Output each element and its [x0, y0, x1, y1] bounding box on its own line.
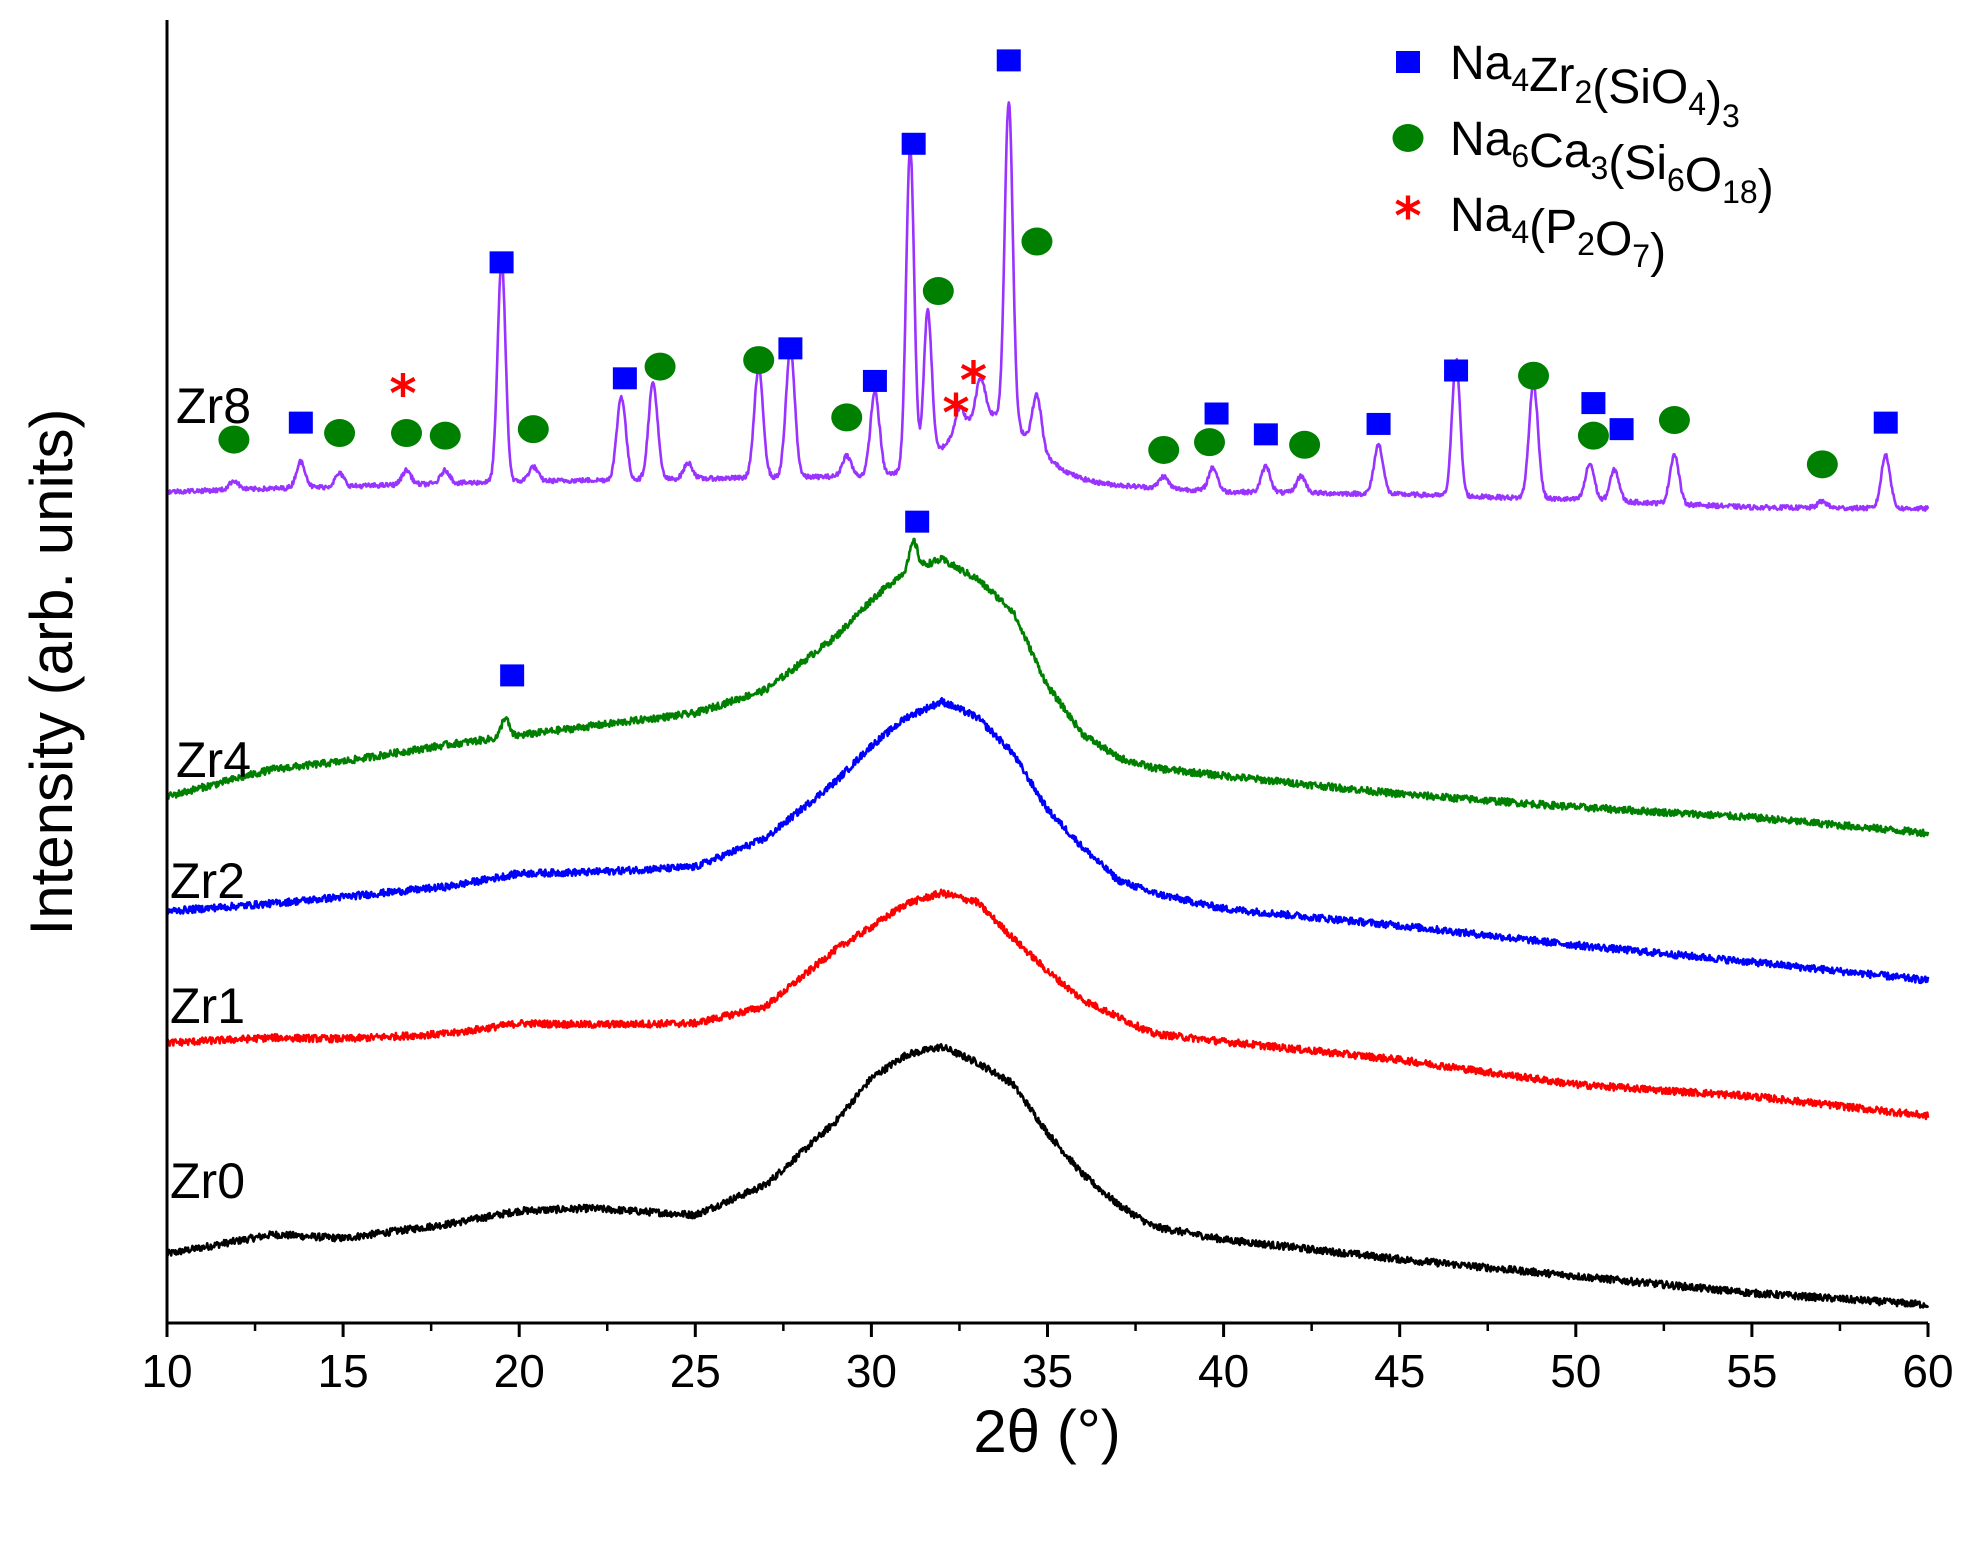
- na4zr2sio43-marker: [288, 411, 313, 434]
- na4zr2sio43-marker: [1873, 411, 1898, 434]
- na6ca3si6o18-marker: [1518, 361, 1550, 390]
- series-line-zr0: [165, 1043, 1930, 1309]
- na4zr2sio43-marker: [500, 664, 525, 687]
- na4zr2sio43-marker: [1609, 418, 1634, 441]
- series-line-zr4: [165, 537, 1930, 838]
- legend-marker-1: [1396, 51, 1420, 73]
- legend-marker-2: [1392, 124, 1424, 152]
- na4zr2sio43-marker: [901, 132, 926, 155]
- na6ca3si6o18-marker: [1289, 430, 1321, 459]
- na4zr2sio43-marker: [1581, 392, 1606, 415]
- na6ca3si6o18-marker: [1806, 450, 1838, 479]
- na6ca3si6o18-marker: [831, 403, 863, 432]
- x-tick-label: 40: [1198, 1345, 1249, 1397]
- na4zr2sio43-marker: [1253, 423, 1278, 446]
- series-layer: [165, 101, 1930, 1309]
- na6ca3si6o18-marker: [922, 277, 954, 306]
- legend-label-3: Na4(P2O7): [1450, 189, 1666, 278]
- na6ca3si6o18-marker: [1658, 406, 1690, 435]
- na4p2o7-marker: *: [389, 364, 416, 424]
- na4p2o7-marker: *: [942, 384, 969, 444]
- na4p2o7-marker: *: [960, 351, 987, 411]
- legend-marker-3: *: [1394, 187, 1421, 247]
- y-axis-title: Intensity (arb. units): [18, 409, 85, 936]
- na4zr2sio43-marker: [905, 510, 930, 533]
- x-tick-label: 10: [141, 1345, 192, 1397]
- na6ca3si6o18-marker: [1021, 227, 1053, 256]
- axes-layer: [165, 20, 1928, 1325]
- x-tick-label: 45: [1374, 1345, 1425, 1397]
- series-label-zr4: Zr4: [176, 732, 251, 788]
- series-line-zr1: [165, 888, 1930, 1121]
- na4zr2sio43-marker: [612, 367, 637, 390]
- na6ca3si6o18-marker: [1194, 428, 1226, 457]
- na6ca3si6o18-marker: [517, 415, 549, 444]
- x-tick-label: 35: [1022, 1345, 1073, 1397]
- na4zr2sio43-marker: [996, 49, 1021, 72]
- na4zr2sio43-marker: [489, 251, 514, 274]
- na6ca3si6o18-marker: [1577, 421, 1609, 450]
- na6ca3si6o18-marker: [644, 352, 676, 381]
- na6ca3si6o18-marker: [429, 421, 461, 450]
- x-tick-label: 50: [1550, 1345, 1601, 1397]
- na6ca3si6o18-marker: [743, 346, 775, 375]
- phase-marker-layer: * **: [218, 49, 1898, 687]
- series-label-zr2: Zr2: [170, 853, 245, 909]
- legend-label-1: Na4Zr2(SiO4)3: [1450, 37, 1740, 134]
- series-label-layer: Zr0 Zr1 Zr2 Zr4 Zr8: [170, 378, 251, 1209]
- x-tick-label: 55: [1726, 1345, 1777, 1397]
- series-label-zr0: Zr0: [170, 1153, 245, 1209]
- series-label-zr1: Zr1: [170, 978, 245, 1034]
- series-line-zr8: [165, 101, 1930, 512]
- x-tick-label: 15: [318, 1345, 369, 1397]
- x-tick-label: 20: [494, 1345, 545, 1397]
- series-line-zr2: [165, 697, 1930, 985]
- na6ca3si6o18-marker: [1148, 435, 1180, 464]
- x-tick-label: 25: [670, 1345, 721, 1397]
- x-axis-title: 2θ (°): [973, 1398, 1120, 1465]
- series-label-zr8: Zr8: [176, 378, 251, 434]
- na4zr2sio43-marker: [1444, 359, 1469, 382]
- x-tick-label: 60: [1902, 1345, 1953, 1397]
- na4zr2sio43-marker: [1204, 402, 1229, 425]
- na4zr2sio43-marker: [778, 337, 803, 360]
- na6ca3si6o18-marker: [218, 425, 250, 454]
- na4zr2sio43-marker: [862, 369, 887, 392]
- na6ca3si6o18-marker: [390, 419, 422, 448]
- na6ca3si6o18-marker: [324, 419, 356, 448]
- x-tick-layer: 10 15 20 25 30 35 40 45 50 55 60: [141, 1323, 1954, 1397]
- na4zr2sio43-marker: [1366, 412, 1391, 435]
- x-tick-label: 30: [846, 1345, 897, 1397]
- legend-label-2: Na6Ca3(Si6O18): [1450, 113, 1774, 214]
